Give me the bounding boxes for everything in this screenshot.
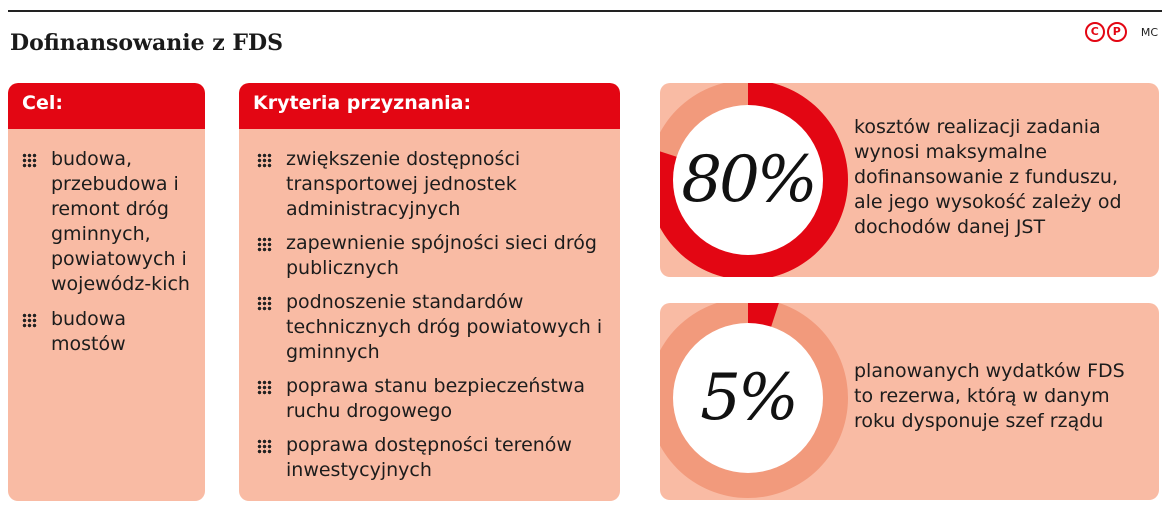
cel-list: budowa, przebudowa i remont dróg gminnyc…: [8, 129, 205, 357]
top-divider: [8, 10, 1162, 12]
donut-value-label: 5%: [700, 361, 796, 435]
stat-panel-80: 80% kosztów realizacji zadania wynosi ma…: [660, 83, 1159, 277]
kryteria-item-text: zwiększenie dostępności transportowej je…: [286, 148, 521, 220]
kryteria-item: zapewnienie spójności sieci dróg publicz…: [257, 231, 608, 281]
donut-hole: [673, 323, 823, 473]
dot-grid-bullet-icon: [257, 153, 272, 168]
kryteria-panel: Kryteria przyznania: zwiększenie dostępn…: [239, 83, 620, 501]
dot-grid-bullet-icon: [257, 439, 272, 454]
dot-grid-bullet-icon: [22, 153, 37, 168]
kryteria-item-text: poprawa stanu bezpieczeństwa ruchu drogo…: [286, 375, 585, 422]
donut-chart-5: 5%: [660, 303, 848, 498]
cel-item: budowa, przebudowa i remont dróg gminnyc…: [22, 147, 193, 297]
kryteria-item-text: zapewnienie spójności sieci dróg publicz…: [286, 232, 597, 279]
author-initials: MC: [1140, 25, 1158, 39]
cel-item: budowa mostów: [22, 307, 193, 357]
kryteria-list: zwiększenie dostępności transportowej je…: [239, 129, 620, 483]
brand: C P MC: [1084, 22, 1158, 42]
dot-grid-bullet-icon: [22, 313, 37, 328]
brand-logo-letter: P: [1106, 22, 1127, 42]
stat-panel-5: 5% planowanych wydatków FDS to rezerwa, …: [660, 303, 1159, 500]
stat-description: planowanych wydatków FDS to rezerwa, któ…: [854, 360, 1125, 432]
stat-description: kosztów realizacji zadania wynosi maksym…: [854, 116, 1122, 238]
page-title: Dofinansowanie z FDS: [10, 30, 283, 56]
kryteria-item: zwiększenie dostępności transportowej je…: [257, 147, 608, 222]
kryteria-header: Kryteria przyznania:: [239, 83, 620, 129]
dot-grid-bullet-icon: [257, 237, 272, 252]
donut-value-label: 80%: [681, 143, 814, 217]
cel-item-text: budowa mostów: [51, 308, 126, 355]
cel-header: Cel:: [8, 83, 205, 129]
cel-panel: Cel: budowa, przebudowa i remont dróg gm…: [8, 83, 205, 501]
kryteria-item-text: poprawa dostępności terenów inwestycyjny…: [286, 434, 572, 481]
cel-item-text: budowa, przebudowa i remont dróg gminnyc…: [51, 148, 190, 295]
brand-logo-letter: C: [1084, 22, 1105, 42]
dot-grid-bullet-icon: [257, 296, 272, 311]
kryteria-item: poprawa stanu bezpieczeństwa ruchu drogo…: [257, 374, 608, 424]
dot-grid-bullet-icon: [257, 380, 272, 395]
donut-chart-80: 80%: [660, 83, 848, 277]
donut-hole: [673, 105, 823, 255]
kryteria-item: podnoszenie standardów technicznych dróg…: [257, 290, 608, 365]
kryteria-item-text: podnoszenie standardów technicznych dróg…: [286, 291, 603, 363]
brand-logo: C P: [1084, 22, 1127, 42]
kryteria-item: poprawa dostępności terenów inwestycyjny…: [257, 433, 608, 483]
